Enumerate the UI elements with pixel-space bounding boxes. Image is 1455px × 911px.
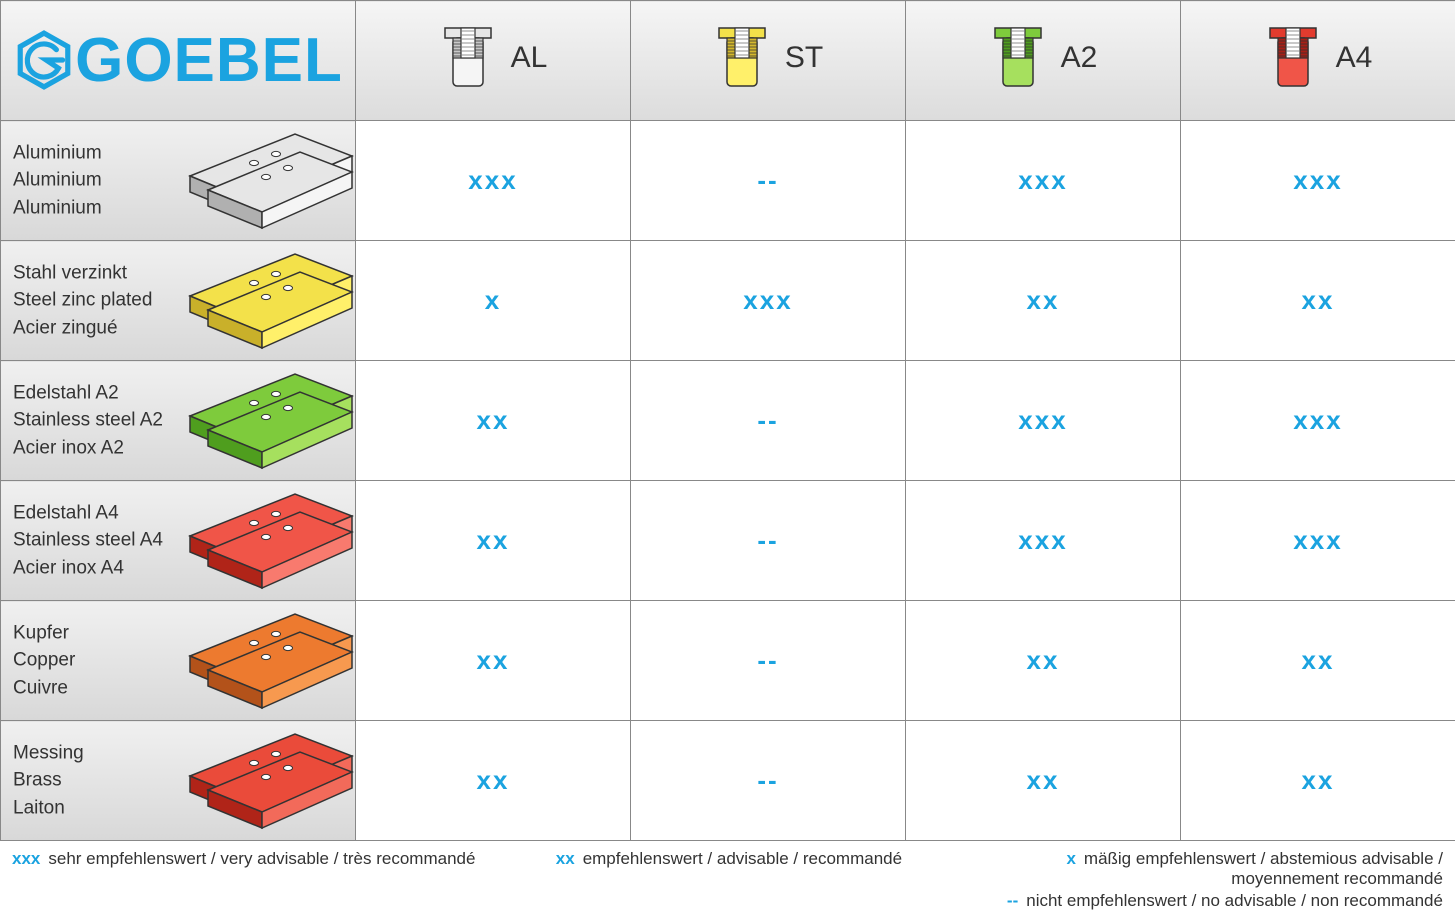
row-header: Aluminium Aluminium Aluminium	[1, 121, 356, 241]
rivet-nut-icon	[439, 22, 497, 94]
compat-value: --	[631, 481, 906, 601]
table-body: Aluminium Aluminium Aluminium xxx--xxxxx…	[1, 121, 1455, 841]
compat-value: --	[631, 601, 906, 721]
compat-value: xx	[1181, 721, 1455, 841]
compat-value: --	[631, 361, 906, 481]
compatibility-table: GOEBEL AL ST A2 A4 Aluminium	[0, 0, 1455, 841]
compat-value: xxx	[906, 481, 1181, 601]
rivet-nut-icon	[1264, 22, 1322, 94]
compat-value: xx	[906, 601, 1181, 721]
table-row: Kupfer Copper Cuivre xx--xxxx	[1, 601, 1455, 721]
row-header: Edelstahl A4 Stainless steel A4 Acier in…	[1, 481, 356, 601]
material-labels: Messing Brass Laiton	[13, 739, 84, 822]
compat-value: xxx	[1181, 361, 1455, 481]
legend-item-xxx: xxxsehr empfehlenswert / very advisable …	[12, 849, 556, 869]
column-label: ST	[785, 41, 823, 75]
compat-value: xx	[356, 481, 631, 601]
brand-logo: GOEBEL	[13, 25, 343, 96]
compat-value: --	[631, 121, 906, 241]
compat-value: xxx	[906, 361, 1181, 481]
column-header-a2: A2	[906, 1, 1181, 121]
compat-value: xx	[906, 721, 1181, 841]
compat-value: xx	[356, 601, 631, 721]
compat-value: xxx	[1181, 121, 1455, 241]
table-row: Edelstahl A2 Stainless steel A2 Acier in…	[1, 361, 1455, 481]
column-label: A2	[1061, 41, 1098, 75]
material-labels: Stahl verzinkt Steel zinc plated Acier z…	[13, 259, 152, 342]
compat-value: xxx	[356, 121, 631, 241]
compat-value: xx	[906, 241, 1181, 361]
material-plate-icon	[180, 126, 355, 236]
row-header: Stahl verzinkt Steel zinc plated Acier z…	[1, 241, 356, 361]
row-header: Edelstahl A2 Stainless steel A2 Acier in…	[1, 361, 356, 481]
compat-value: xxx	[1181, 481, 1455, 601]
table-row: Edelstahl A4 Stainless steel A4 Acier in…	[1, 481, 1455, 601]
compat-value: --	[631, 721, 906, 841]
legend-item-dash: --nicht empfehlenswert / no advisable / …	[956, 891, 1443, 911]
column-header-a4: A4	[1181, 1, 1455, 121]
row-header: Messing Brass Laiton	[1, 721, 356, 841]
material-plate-icon	[180, 486, 355, 596]
material-labels: Edelstahl A2 Stainless steel A2 Acier in…	[13, 379, 163, 462]
material-plate-icon	[180, 366, 355, 476]
legend: xxxsehr empfehlenswert / very advisable …	[0, 841, 1455, 911]
hex-icon	[13, 29, 75, 91]
column-label: A4	[1336, 41, 1373, 75]
column-header-st: ST	[631, 1, 906, 121]
compat-value: xxx	[631, 241, 906, 361]
material-labels: Aluminium Aluminium Aluminium	[13, 139, 102, 222]
compat-value: x	[356, 241, 631, 361]
material-plate-icon	[180, 606, 355, 716]
compat-value: xx	[1181, 601, 1455, 721]
compat-value: xx	[356, 721, 631, 841]
table-row: Stahl verzinkt Steel zinc plated Acier z…	[1, 241, 1455, 361]
compat-value: xx	[356, 361, 631, 481]
logo-cell: GOEBEL	[1, 1, 356, 121]
rivet-nut-icon	[713, 22, 771, 94]
column-label: AL	[511, 41, 548, 75]
material-plate-icon	[180, 726, 355, 836]
legend-item-xx: xxempfehlenswert / advisable / recommand…	[556, 849, 957, 869]
brand-name: GOEBEL	[75, 25, 343, 96]
rivet-nut-icon	[989, 22, 1047, 94]
legend-item-x: xmäßig empfehlenswert / abstemious advis…	[956, 849, 1443, 889]
material-plate-icon	[180, 246, 355, 356]
compat-value: xxx	[906, 121, 1181, 241]
column-header-al: AL	[356, 1, 631, 121]
material-labels: Kupfer Copper Cuivre	[13, 619, 75, 702]
table-row: Messing Brass Laiton xx--xxxx	[1, 721, 1455, 841]
compat-value: xx	[1181, 241, 1455, 361]
row-header: Kupfer Copper Cuivre	[1, 601, 356, 721]
material-labels: Edelstahl A4 Stainless steel A4 Acier in…	[13, 499, 163, 582]
table-row: Aluminium Aluminium Aluminium xxx--xxxxx…	[1, 121, 1455, 241]
